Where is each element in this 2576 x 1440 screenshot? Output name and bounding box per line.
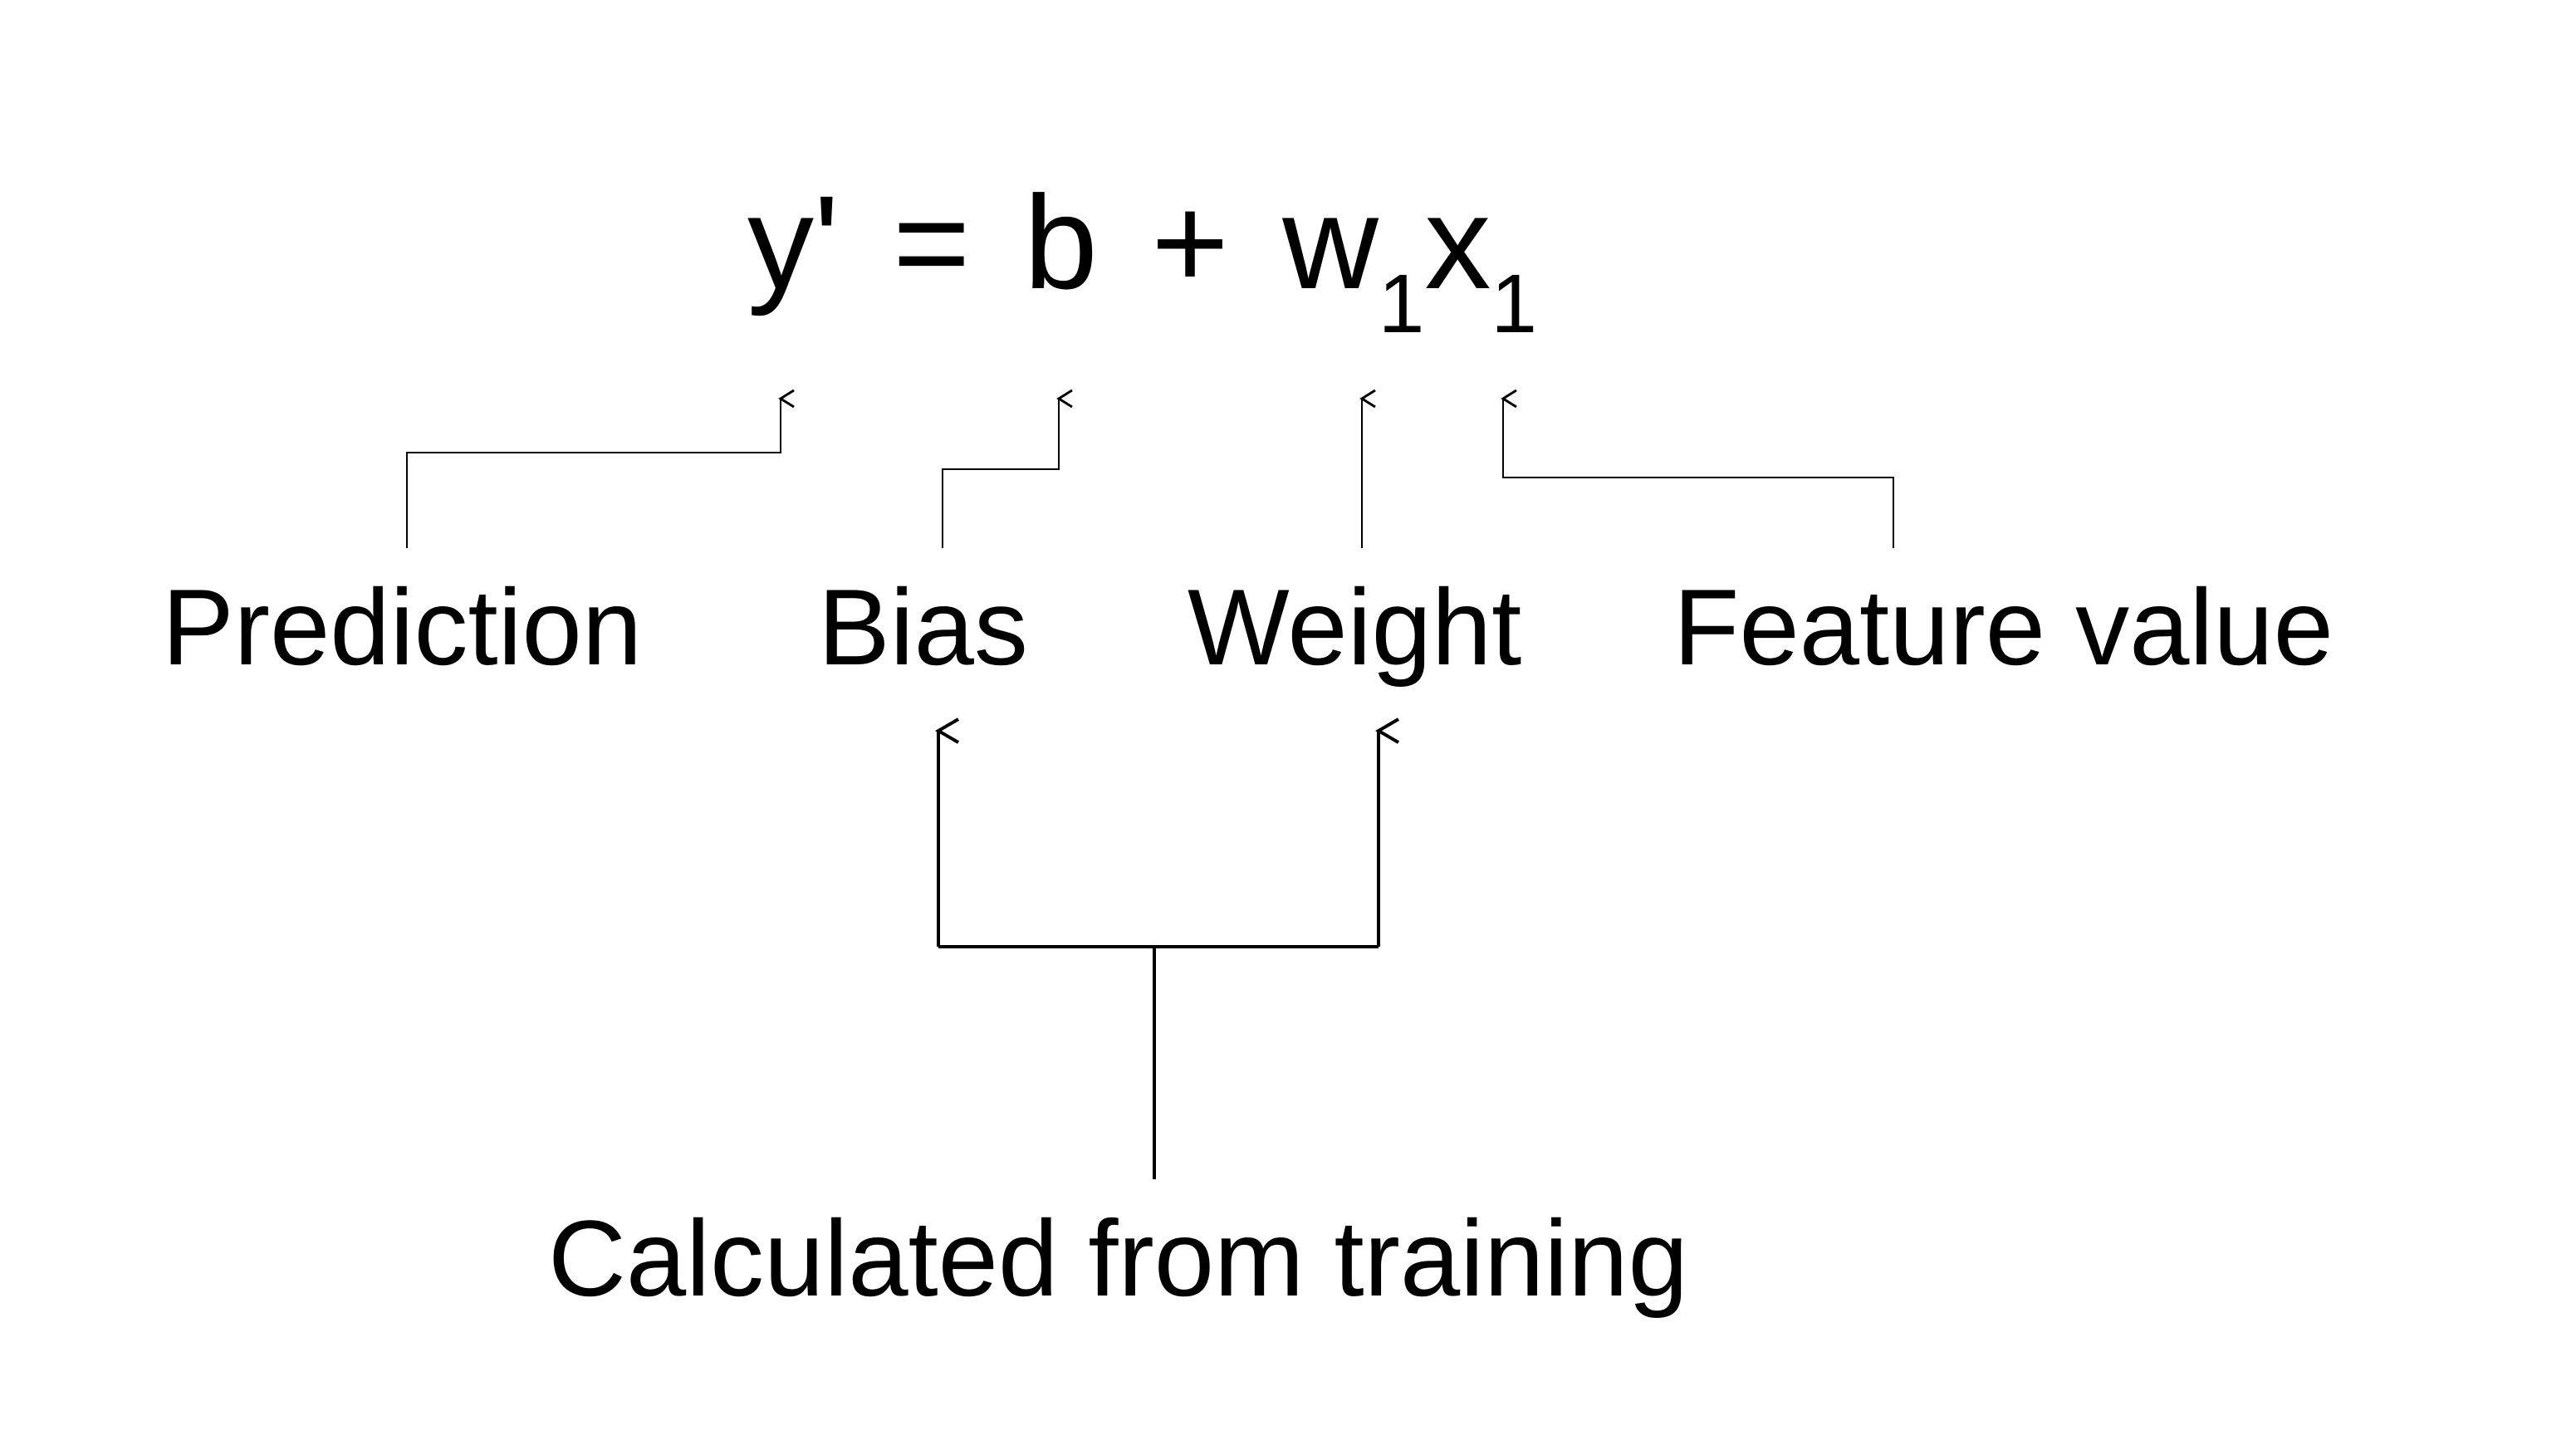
label-bias: Bias — [818, 565, 1028, 689]
eq-w-sub: 1 — [1379, 257, 1425, 350]
eq-equals: = — [893, 168, 970, 316]
prediction-to-y — [407, 399, 781, 548]
label-prediction: Prediction — [162, 565, 642, 689]
eq-b: b — [1024, 168, 1098, 316]
eq-w: w — [1282, 168, 1379, 316]
eq-x: x — [1424, 168, 1491, 316]
bias-to-b — [943, 399, 1059, 548]
label-weight: Weight — [1188, 565, 1521, 689]
feature-to-x — [1503, 399, 1893, 548]
label-calculated: Calculated from training — [548, 1196, 1688, 1320]
eq-plus: + — [1151, 168, 1228, 316]
eq-y-prime: y' — [747, 168, 840, 316]
label-feature-value: Feature value — [1673, 565, 2334, 689]
eq-x-sub: 1 — [1491, 257, 1537, 350]
equation-diagram: y' = b + w1x1 Prediction Bias Weight Fea… — [0, 0, 2576, 1440]
linear-equation: y' = b + w1x1 — [747, 166, 1537, 336]
